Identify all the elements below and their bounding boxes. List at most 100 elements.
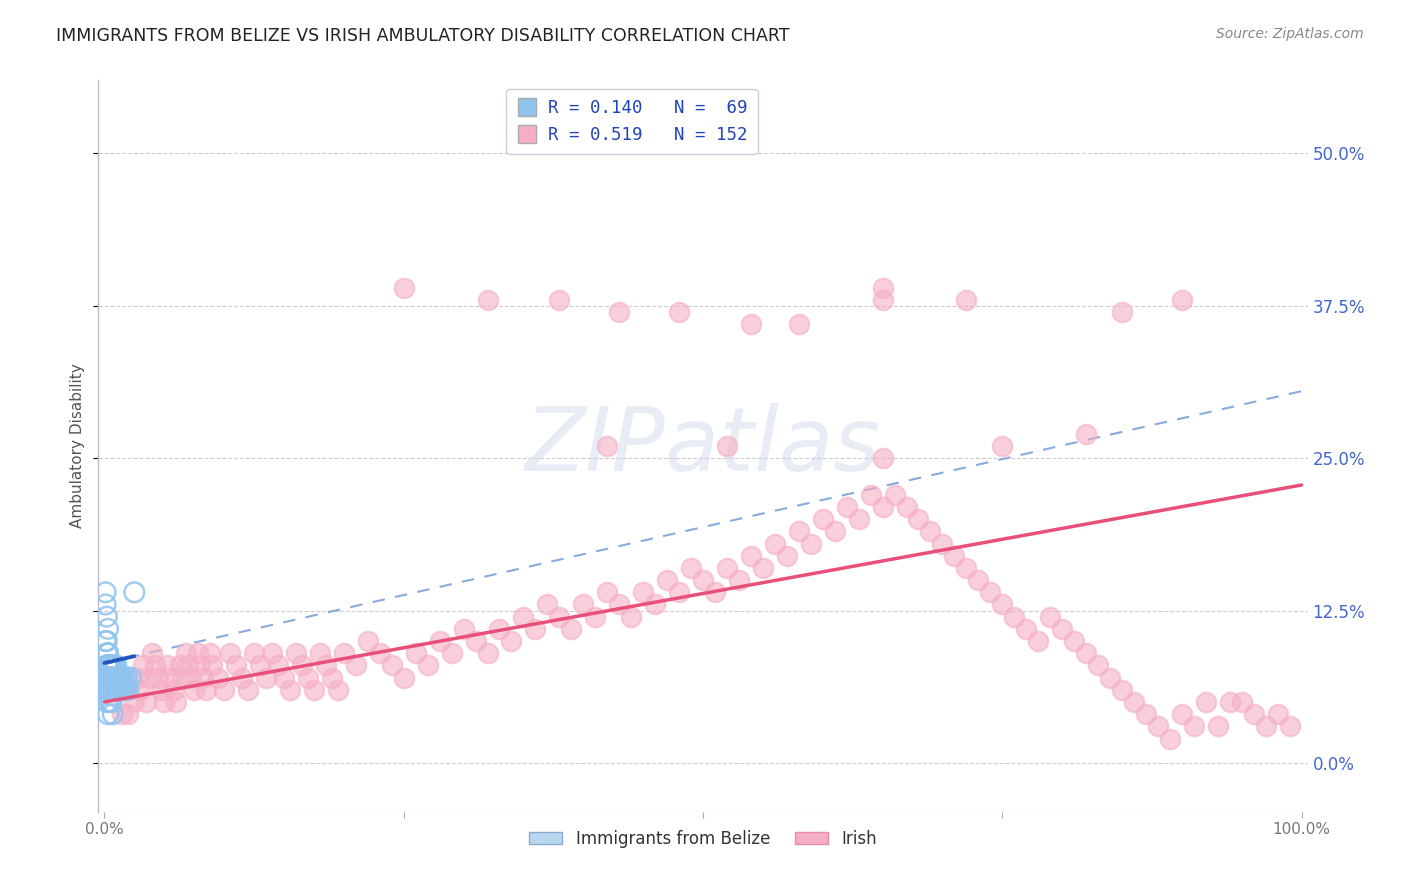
Point bbox=[728, 573, 751, 587]
Point bbox=[180, 671, 202, 685]
Point bbox=[243, 646, 266, 660]
Legend: Immigrants from Belize, Irish: Immigrants from Belize, Irish bbox=[522, 823, 884, 855]
Point bbox=[800, 536, 823, 550]
Point bbox=[187, 646, 209, 660]
Point bbox=[97, 646, 120, 660]
Point bbox=[94, 585, 117, 599]
Point bbox=[920, 524, 942, 539]
Point bbox=[607, 305, 630, 319]
Point bbox=[94, 634, 117, 648]
Point bbox=[501, 634, 523, 648]
Point bbox=[811, 512, 834, 526]
Point bbox=[249, 658, 271, 673]
Point bbox=[872, 451, 894, 466]
Point bbox=[321, 671, 343, 685]
Point bbox=[979, 585, 1001, 599]
Point bbox=[278, 682, 301, 697]
Point bbox=[291, 658, 314, 673]
Point bbox=[96, 646, 118, 660]
Point bbox=[740, 317, 762, 331]
Point bbox=[156, 658, 179, 673]
Point bbox=[129, 682, 152, 697]
Point bbox=[115, 682, 138, 697]
Point bbox=[96, 671, 118, 685]
Point bbox=[105, 671, 128, 685]
Point bbox=[143, 658, 166, 673]
Point bbox=[631, 585, 654, 599]
Point bbox=[100, 695, 122, 709]
Text: ZIPatlas: ZIPatlas bbox=[526, 403, 880, 489]
Point bbox=[97, 646, 120, 660]
Point bbox=[107, 682, 129, 697]
Point bbox=[97, 671, 120, 685]
Point bbox=[668, 585, 690, 599]
Point bbox=[1195, 695, 1218, 709]
Point bbox=[107, 682, 129, 697]
Point bbox=[105, 658, 128, 673]
Point bbox=[115, 671, 138, 685]
Point bbox=[183, 682, 205, 697]
Point bbox=[169, 658, 191, 673]
Text: Source: ZipAtlas.com: Source: ZipAtlas.com bbox=[1216, 27, 1364, 41]
Point bbox=[440, 646, 463, 660]
Point bbox=[103, 671, 125, 685]
Point bbox=[97, 671, 120, 685]
Point bbox=[1206, 719, 1229, 733]
Point bbox=[368, 646, 391, 660]
Point bbox=[139, 671, 162, 685]
Point bbox=[1159, 731, 1181, 746]
Point bbox=[392, 671, 415, 685]
Point bbox=[100, 695, 122, 709]
Point bbox=[872, 280, 894, 294]
Point bbox=[96, 658, 118, 673]
Point bbox=[607, 598, 630, 612]
Point bbox=[103, 658, 125, 673]
Point bbox=[333, 646, 356, 660]
Point bbox=[153, 695, 176, 709]
Point bbox=[1230, 695, 1253, 709]
Point bbox=[111, 671, 134, 685]
Point bbox=[752, 561, 775, 575]
Point bbox=[273, 671, 295, 685]
Point bbox=[97, 671, 120, 685]
Point bbox=[344, 658, 367, 673]
Point bbox=[104, 682, 127, 697]
Point bbox=[132, 658, 155, 673]
Point bbox=[429, 634, 451, 648]
Point bbox=[284, 646, 307, 660]
Point bbox=[896, 500, 918, 514]
Point bbox=[101, 671, 124, 685]
Point bbox=[159, 671, 181, 685]
Point bbox=[1219, 695, 1241, 709]
Point bbox=[98, 695, 121, 709]
Point bbox=[464, 634, 486, 648]
Point bbox=[100, 658, 122, 673]
Point bbox=[740, 549, 762, 563]
Point bbox=[716, 561, 738, 575]
Point bbox=[1267, 707, 1289, 722]
Point bbox=[97, 682, 120, 697]
Point bbox=[97, 622, 120, 636]
Point bbox=[114, 671, 136, 685]
Point bbox=[96, 634, 118, 648]
Point bbox=[267, 658, 290, 673]
Point bbox=[100, 671, 122, 685]
Point bbox=[105, 671, 128, 685]
Point bbox=[931, 536, 953, 550]
Point bbox=[357, 634, 380, 648]
Point bbox=[787, 317, 810, 331]
Point bbox=[97, 707, 120, 722]
Point bbox=[97, 682, 120, 697]
Point bbox=[207, 671, 229, 685]
Point bbox=[1171, 707, 1194, 722]
Point bbox=[704, 585, 727, 599]
Point bbox=[583, 609, 606, 624]
Point bbox=[104, 658, 127, 673]
Point bbox=[105, 682, 128, 697]
Point bbox=[967, 573, 990, 587]
Point bbox=[212, 682, 235, 697]
Point bbox=[165, 695, 187, 709]
Point bbox=[97, 658, 120, 673]
Text: IMMIGRANTS FROM BELIZE VS IRISH AMBULATORY DISABILITY CORRELATION CHART: IMMIGRANTS FROM BELIZE VS IRISH AMBULATO… bbox=[56, 27, 790, 45]
Point bbox=[98, 682, 121, 697]
